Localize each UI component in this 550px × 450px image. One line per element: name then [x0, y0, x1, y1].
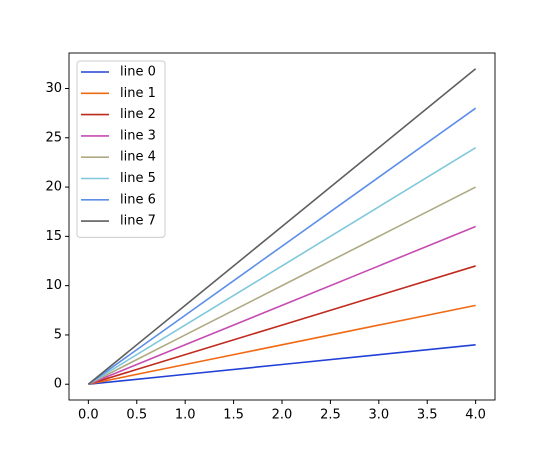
y-tick-label: 30 [45, 81, 62, 96]
line [88, 343, 476, 386]
x-tick-label: 4.0 [465, 408, 486, 423]
x-tick-label: 3.0 [368, 408, 389, 423]
legend-label: line 7 [120, 214, 156, 229]
plot-frame [68, 52, 496, 401]
line [88, 304, 476, 386]
y-tick-label: 20 [45, 180, 62, 195]
legend-label: line 1 [120, 86, 156, 101]
line [88, 186, 476, 385]
y-tick-label: 10 [45, 278, 62, 293]
legend-box [76, 60, 166, 238]
legend-label: line 5 [120, 171, 156, 186]
line [87, 107, 477, 385]
x-tick-label: 0.5 [126, 408, 147, 423]
y-tick-label: 5 [54, 327, 62, 342]
line [88, 225, 476, 385]
line [87, 68, 477, 385]
y-tick-label: 25 [45, 130, 62, 145]
legend-label: line 0 [120, 65, 156, 80]
line [87, 146, 477, 385]
x-tick-label: 3.5 [417, 408, 438, 423]
x-tick-label: 1.5 [223, 408, 244, 423]
legend-label: line 2 [120, 107, 156, 122]
line [88, 265, 476, 385]
legend-label: line 6 [120, 192, 156, 207]
x-tick-label: 1.0 [175, 408, 196, 423]
x-tick-label: 0.0 [78, 408, 99, 423]
y-tick-label: 0 [54, 377, 62, 392]
legend-label: line 3 [120, 128, 156, 143]
x-tick-label: 2.5 [320, 408, 341, 423]
y-tick-label: 15 [45, 229, 62, 244]
legend-label: line 4 [120, 150, 156, 165]
x-tick-label: 2.0 [272, 408, 293, 423]
